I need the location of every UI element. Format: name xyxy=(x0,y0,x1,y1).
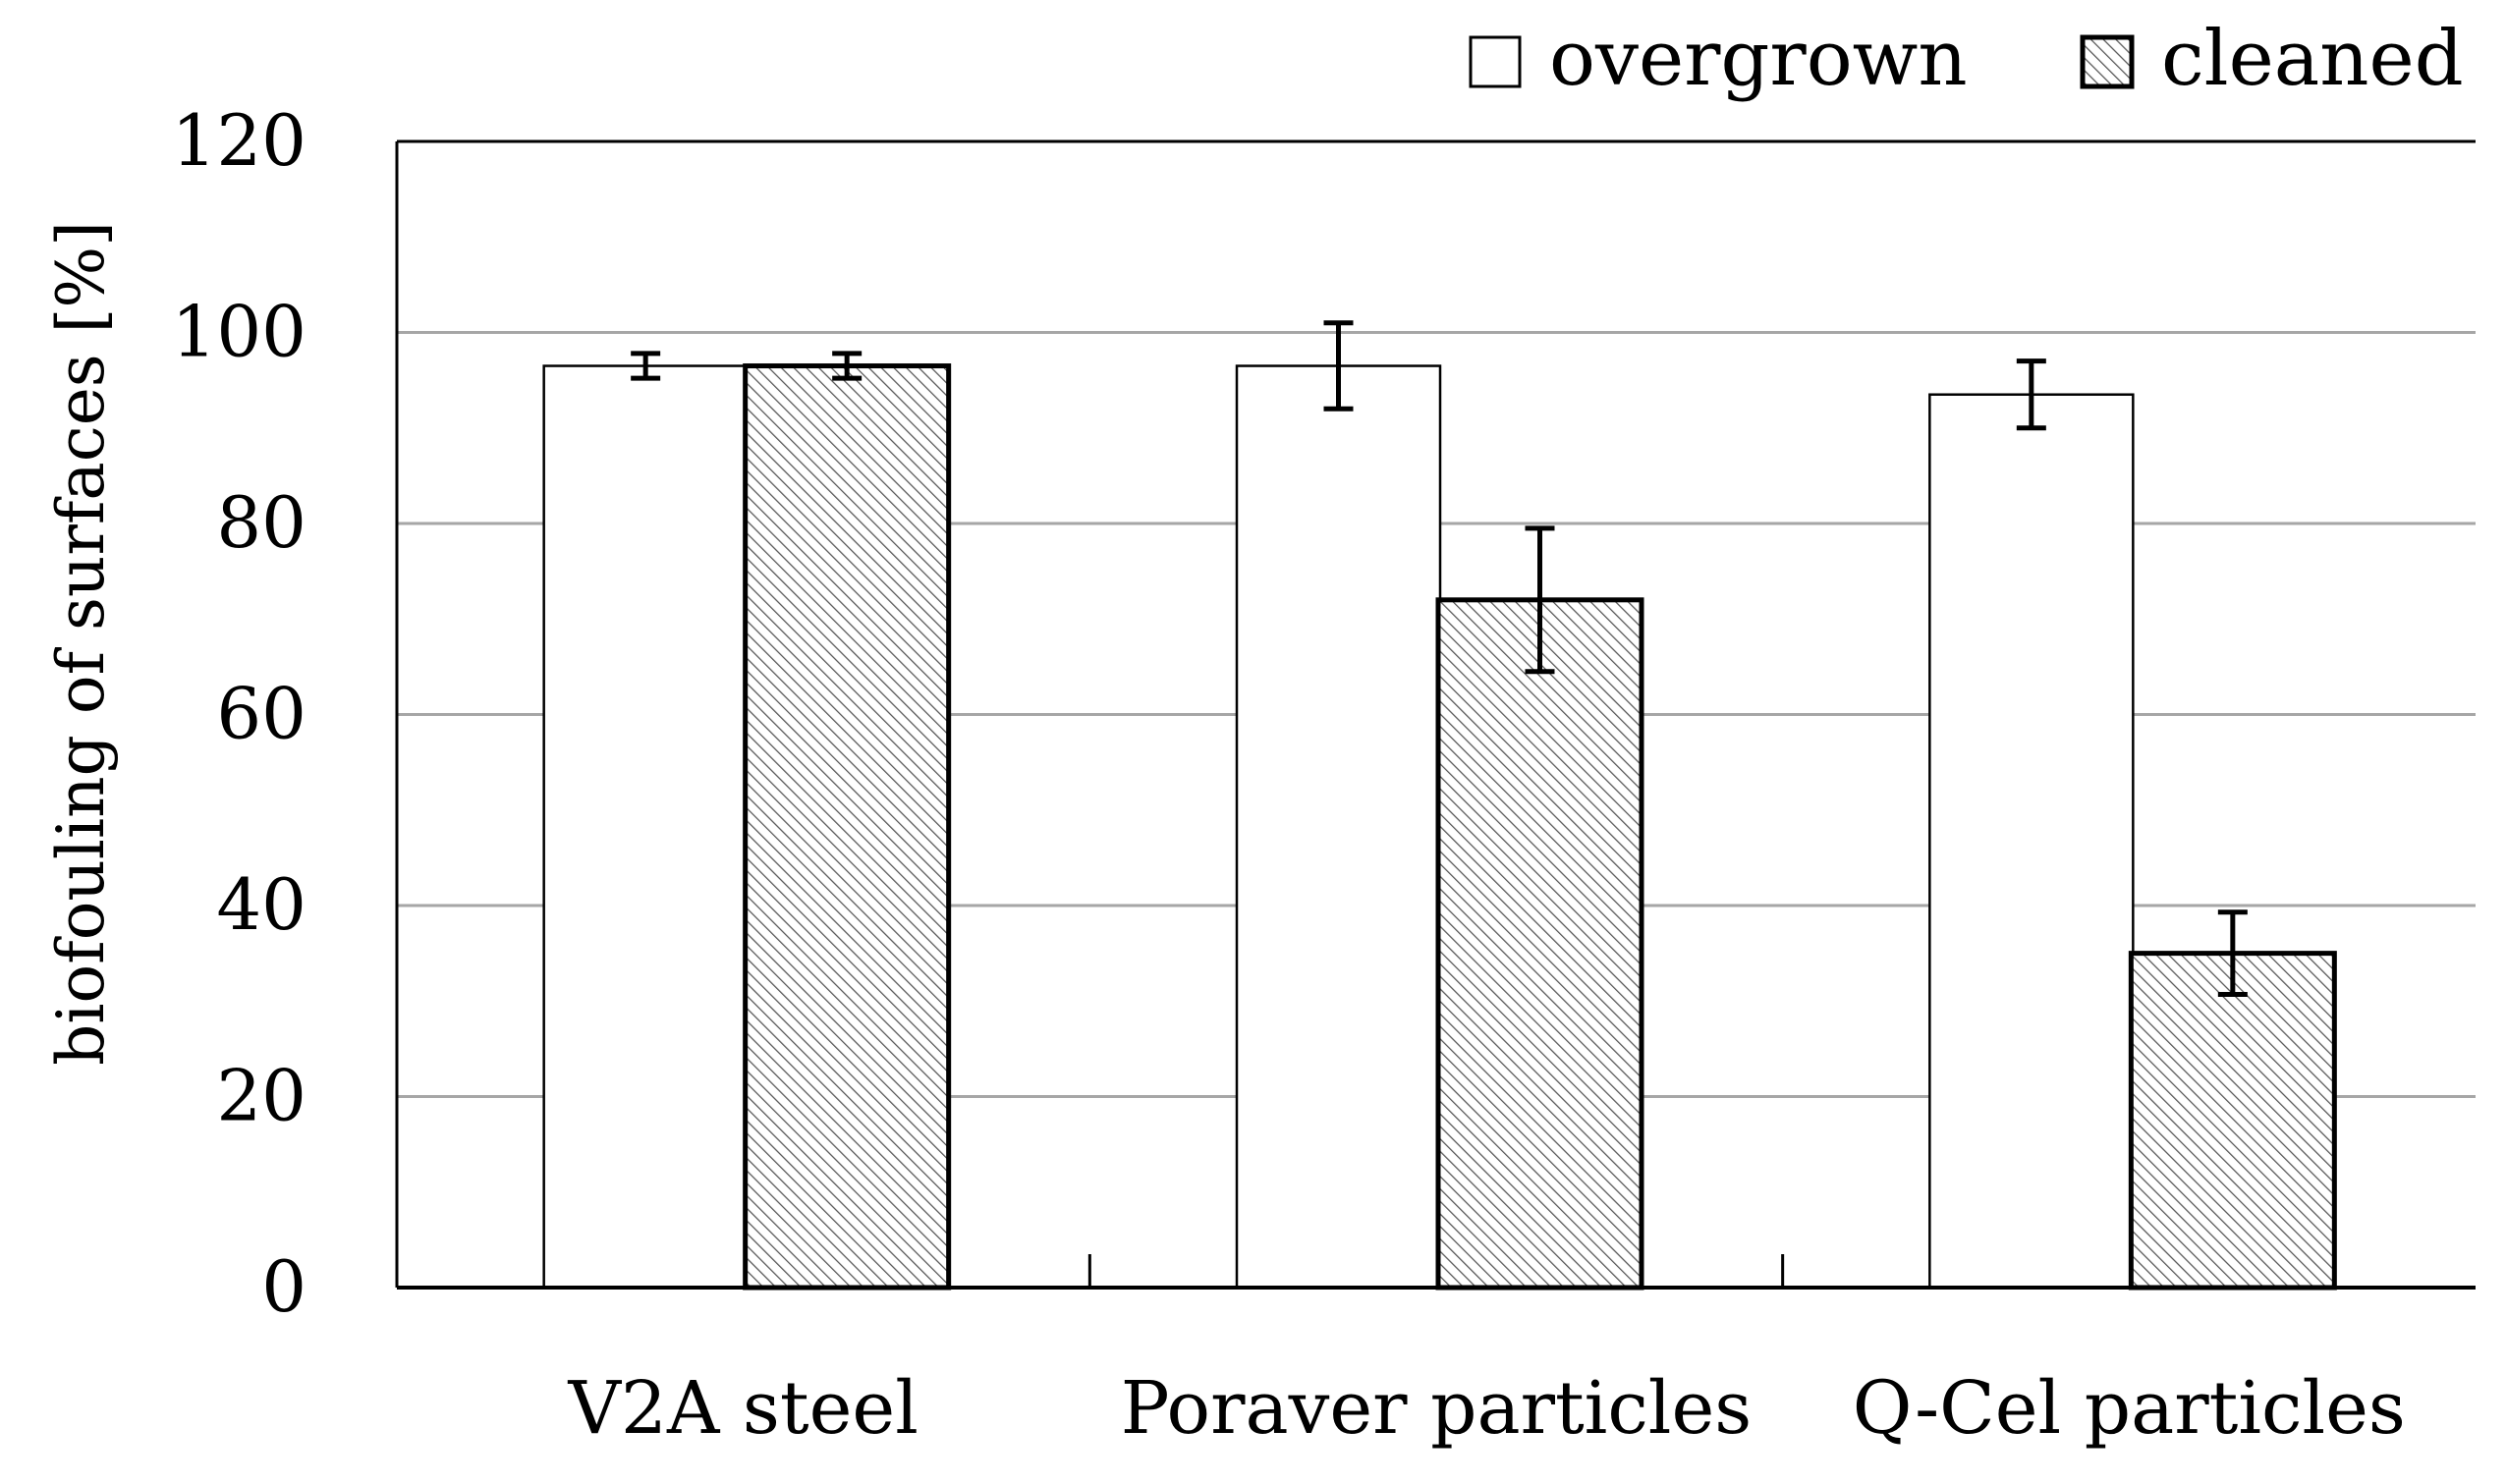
y-axis-title-group: biofouling of surfaces [%] xyxy=(43,221,119,1066)
y-axis-title: biofouling of surfaces [%] xyxy=(43,221,119,1066)
y-tick-label-120: 120 xyxy=(172,99,306,182)
legend-swatch-overgrown xyxy=(1469,35,1522,88)
error-bar-cleaned-3 xyxy=(2217,909,2248,997)
error-bar-cleaned-1 xyxy=(832,351,863,381)
legend-swatch-cleaned xyxy=(2080,34,2135,89)
x-tick-label-3: Q-Cel particles xyxy=(1853,1366,2406,1451)
y-tick-label-0: 0 xyxy=(261,1245,306,1328)
x-tick-label-2: Poraver particles xyxy=(1121,1366,1752,1451)
bar-overgrown-3 xyxy=(1928,393,2135,1290)
y-tick-label-100: 100 xyxy=(172,291,306,373)
bar-cleaned-2 xyxy=(1435,597,1644,1291)
error-bar-overgrown-3 xyxy=(2016,358,2046,431)
tick-labels: 0 20 40 60 80 100 120 V2A steel Poraver particle… xyxy=(172,99,2406,1451)
error-bar-overgrown-1 xyxy=(631,351,661,381)
legend-label-cleaned: cleaned xyxy=(2161,15,2464,103)
legend: overgrown cleaned xyxy=(1469,15,2464,103)
bar-overgrown-1 xyxy=(542,364,749,1290)
y-tick-label-80: 80 xyxy=(216,481,306,564)
bar-cleaned-3 xyxy=(2128,951,2337,1291)
x-tick-label-1: V2A steel xyxy=(567,1366,918,1451)
bar-overgrown-2 xyxy=(1235,364,1442,1290)
y-tick-label-40: 40 xyxy=(216,863,306,946)
y-tick-label-20: 20 xyxy=(216,1055,306,1137)
y-tick-label-60: 60 xyxy=(216,673,306,755)
error-bar-overgrown-2 xyxy=(1323,320,1354,412)
bar-cleaned-1 xyxy=(743,363,952,1291)
legend-label-overgrown: overgrown xyxy=(1549,15,1968,103)
bars xyxy=(542,320,2337,1291)
error-bar-cleaned-2 xyxy=(1525,525,1555,675)
axes xyxy=(395,139,2476,1290)
